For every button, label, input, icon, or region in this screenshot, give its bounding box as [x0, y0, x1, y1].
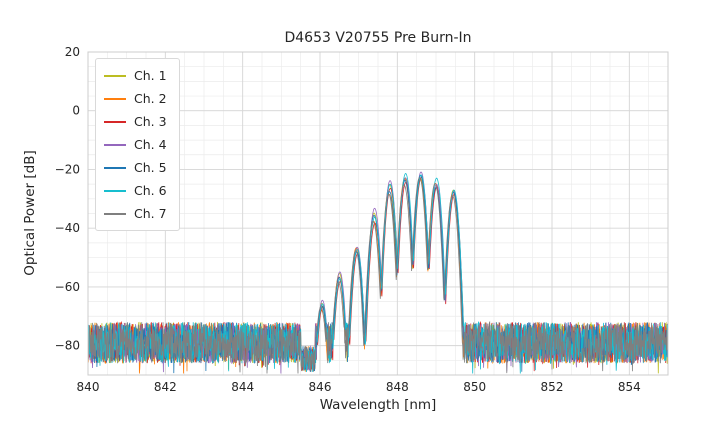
y-tick-label: −20	[55, 162, 80, 176]
legend-label: Ch. 4	[134, 137, 167, 152]
x-tick-label: 846	[309, 380, 332, 394]
x-tick-label: 854	[618, 380, 641, 394]
series-line-7	[88, 177, 668, 374]
x-tick-label: 848	[386, 380, 409, 394]
legend-item: Ch. 7	[104, 202, 167, 225]
x-tick-label: 850	[463, 380, 486, 394]
axes-spine	[87, 51, 669, 376]
y-tick-label: 20	[65, 45, 80, 59]
legend-item: Ch. 1	[104, 64, 167, 87]
legend-label: Ch. 2	[134, 91, 167, 106]
legend-label: Ch. 5	[134, 160, 167, 175]
x-tick-label: 852	[541, 380, 564, 394]
chart-title: D4653 V20755 Pre Burn-In	[284, 30, 472, 46]
legend: Ch. 1 Ch. 2 Ch. 3 Ch. 4 Ch. 5 Ch. 6 Ch. 7	[95, 58, 180, 231]
legend-item: Ch. 3	[104, 110, 167, 133]
legend-line-sample	[104, 97, 126, 100]
legend-item: Ch. 6	[104, 179, 167, 202]
legend-line-sample	[104, 74, 126, 77]
y-tick-label: −40	[55, 221, 80, 235]
x-tick-label: 842	[154, 380, 177, 394]
legend-line-sample	[104, 143, 126, 146]
legend-line-sample	[104, 166, 126, 169]
x-tick-label: 844	[231, 380, 254, 394]
legend-line-sample	[104, 212, 126, 215]
legend-line-sample	[104, 189, 126, 192]
x-axis-label: Wavelength [nm]	[319, 397, 437, 413]
legend-label: Ch. 6	[134, 183, 167, 198]
legend-label: Ch. 7	[134, 206, 167, 221]
legend-item: Ch. 2	[104, 87, 167, 110]
y-tick-label: −80	[55, 339, 80, 353]
y-tick-label: 0	[72, 104, 80, 118]
legend-item: Ch. 4	[104, 133, 167, 156]
x-tick-label: 840	[77, 380, 100, 394]
legend-label: Ch. 3	[134, 114, 167, 129]
legend-label: Ch. 1	[134, 68, 167, 83]
y-tick-label: −60	[55, 280, 80, 294]
legend-line-sample	[104, 120, 126, 123]
legend-item: Ch. 5	[104, 156, 167, 179]
